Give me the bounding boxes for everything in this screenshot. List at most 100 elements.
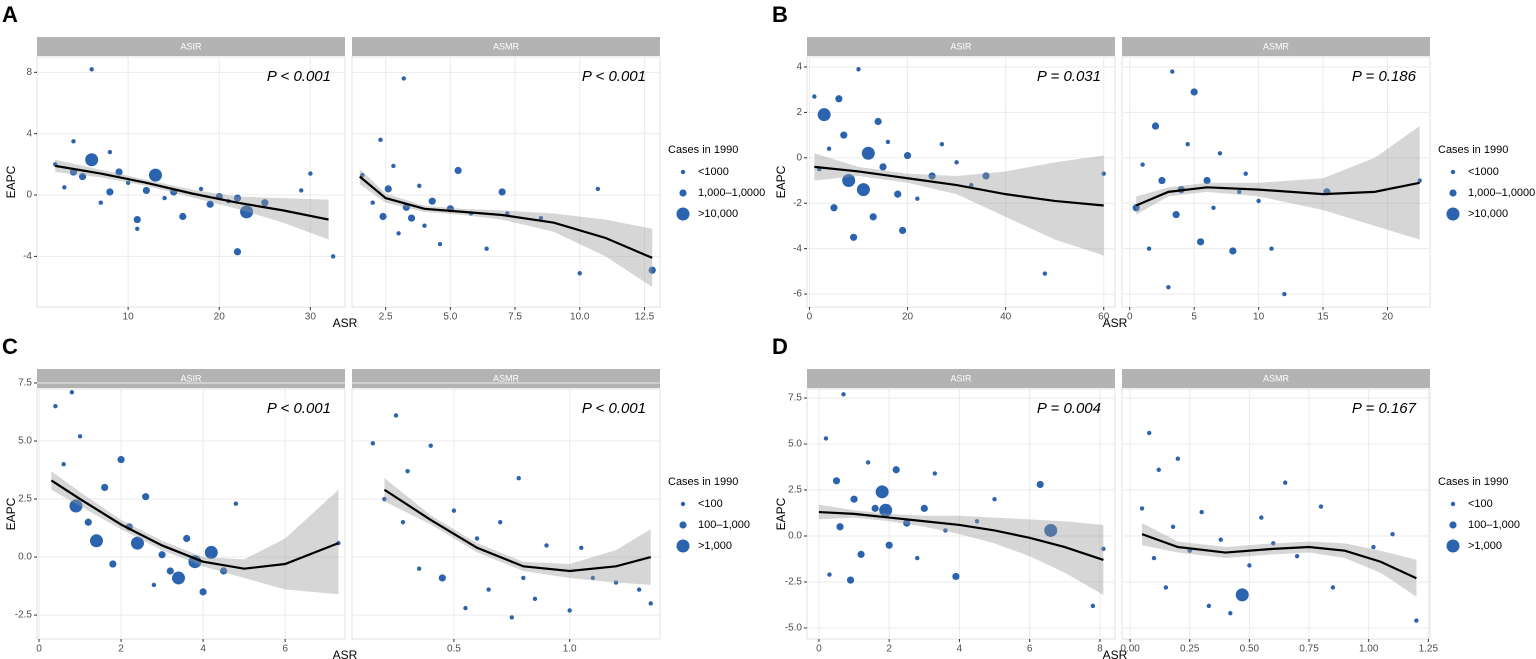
fit-line — [383, 488, 652, 573]
strip-label: ASIR — [950, 373, 972, 383]
point — [1256, 198, 1261, 204]
x-tick-label: 2.5 — [379, 312, 393, 323]
legend-label: <100 — [698, 498, 723, 510]
point — [982, 172, 990, 180]
x-tick-label: 10 — [1253, 312, 1265, 323]
y-tick-label: 0.0 — [18, 552, 32, 563]
plot-layer — [812, 67, 1106, 276]
x-tick-label: 10.0 — [570, 312, 590, 323]
fit-line — [55, 164, 329, 221]
point — [1414, 618, 1419, 623]
point — [1218, 537, 1223, 542]
point — [402, 203, 410, 211]
point — [188, 555, 202, 569]
point — [62, 185, 67, 190]
legend-swatch — [679, 189, 687, 197]
strip — [1122, 369, 1430, 388]
point — [840, 131, 848, 139]
legend-title: Cases in 1990 — [668, 476, 738, 488]
legend-title: Cases in 1990 — [1438, 144, 1508, 156]
point — [69, 499, 83, 513]
x-tick-label: 0.75 — [1299, 644, 1319, 655]
point — [835, 95, 843, 103]
point — [846, 576, 855, 584]
point — [416, 566, 422, 571]
fit-line — [814, 165, 1104, 207]
point — [109, 560, 117, 568]
legend-swatch — [676, 539, 690, 553]
point — [894, 190, 902, 198]
plot-layer — [50, 390, 341, 596]
y-tick-label: -2 — [793, 198, 802, 209]
point — [166, 567, 174, 575]
point — [1042, 271, 1048, 276]
plot-layer — [1139, 430, 1419, 623]
point — [567, 608, 572, 613]
point — [391, 163, 396, 169]
point — [1101, 546, 1106, 552]
legend-label: 100–1,000 — [698, 519, 750, 531]
confidence-band — [1136, 126, 1420, 240]
point — [233, 194, 242, 202]
point — [401, 76, 406, 81]
point — [125, 180, 131, 185]
point — [1146, 246, 1152, 251]
x-tick-label: 4 — [957, 644, 963, 655]
x-axis-title: ASR — [333, 316, 358, 330]
point — [162, 195, 167, 201]
plot-layer — [53, 67, 336, 259]
point — [954, 160, 959, 165]
point — [1156, 467, 1161, 472]
p-value: P < 0.001 — [582, 68, 646, 85]
point — [826, 146, 832, 151]
legend-label: >10,000 — [1468, 208, 1508, 220]
plot-area — [351, 56, 661, 308]
y-tick-label: -4 — [23, 251, 32, 262]
x-axis-title: ASR — [1103, 316, 1128, 330]
x-tick-label: 6 — [1027, 644, 1033, 655]
fit-line — [50, 479, 339, 570]
point — [179, 212, 187, 221]
point — [1197, 238, 1205, 246]
point — [199, 588, 207, 596]
point — [841, 392, 846, 397]
point — [875, 485, 889, 499]
legend-label: 1,000–1,0000 — [1468, 187, 1535, 199]
point — [148, 168, 162, 182]
y-tick-label: 5.0 — [18, 436, 32, 447]
point — [171, 571, 185, 585]
point — [1170, 69, 1175, 74]
point — [1371, 544, 1376, 550]
point — [330, 254, 336, 259]
point — [1175, 456, 1181, 461]
panel-letter: D — [772, 334, 788, 359]
legend-label: <1000 — [698, 166, 729, 178]
point — [1151, 555, 1157, 561]
point — [1036, 480, 1044, 489]
x-tick-label: 1.0 — [563, 644, 577, 655]
point — [856, 183, 870, 197]
legend-label: >10,000 — [698, 208, 738, 220]
point — [1229, 247, 1237, 255]
point — [516, 475, 521, 481]
confidence-band — [1142, 523, 1417, 597]
point — [903, 519, 911, 527]
point — [422, 223, 427, 228]
point — [89, 534, 103, 548]
point — [484, 246, 489, 251]
legend-swatch — [1449, 521, 1457, 529]
y-tick-label: -4 — [793, 243, 802, 254]
point — [206, 200, 214, 208]
point — [1294, 554, 1300, 559]
point — [974, 519, 980, 524]
x-tick-label: 10 — [123, 312, 135, 323]
legend-swatch — [680, 501, 686, 507]
p-value: P = 0.186 — [1352, 68, 1417, 85]
strip-label: ASIR — [950, 41, 972, 51]
x-tick-label: 30 — [305, 312, 317, 323]
y-tick-label: -2.5 — [785, 577, 803, 588]
point — [1282, 291, 1287, 297]
point — [879, 163, 887, 171]
point — [1101, 171, 1106, 176]
p-value: P < 0.001 — [267, 68, 331, 85]
